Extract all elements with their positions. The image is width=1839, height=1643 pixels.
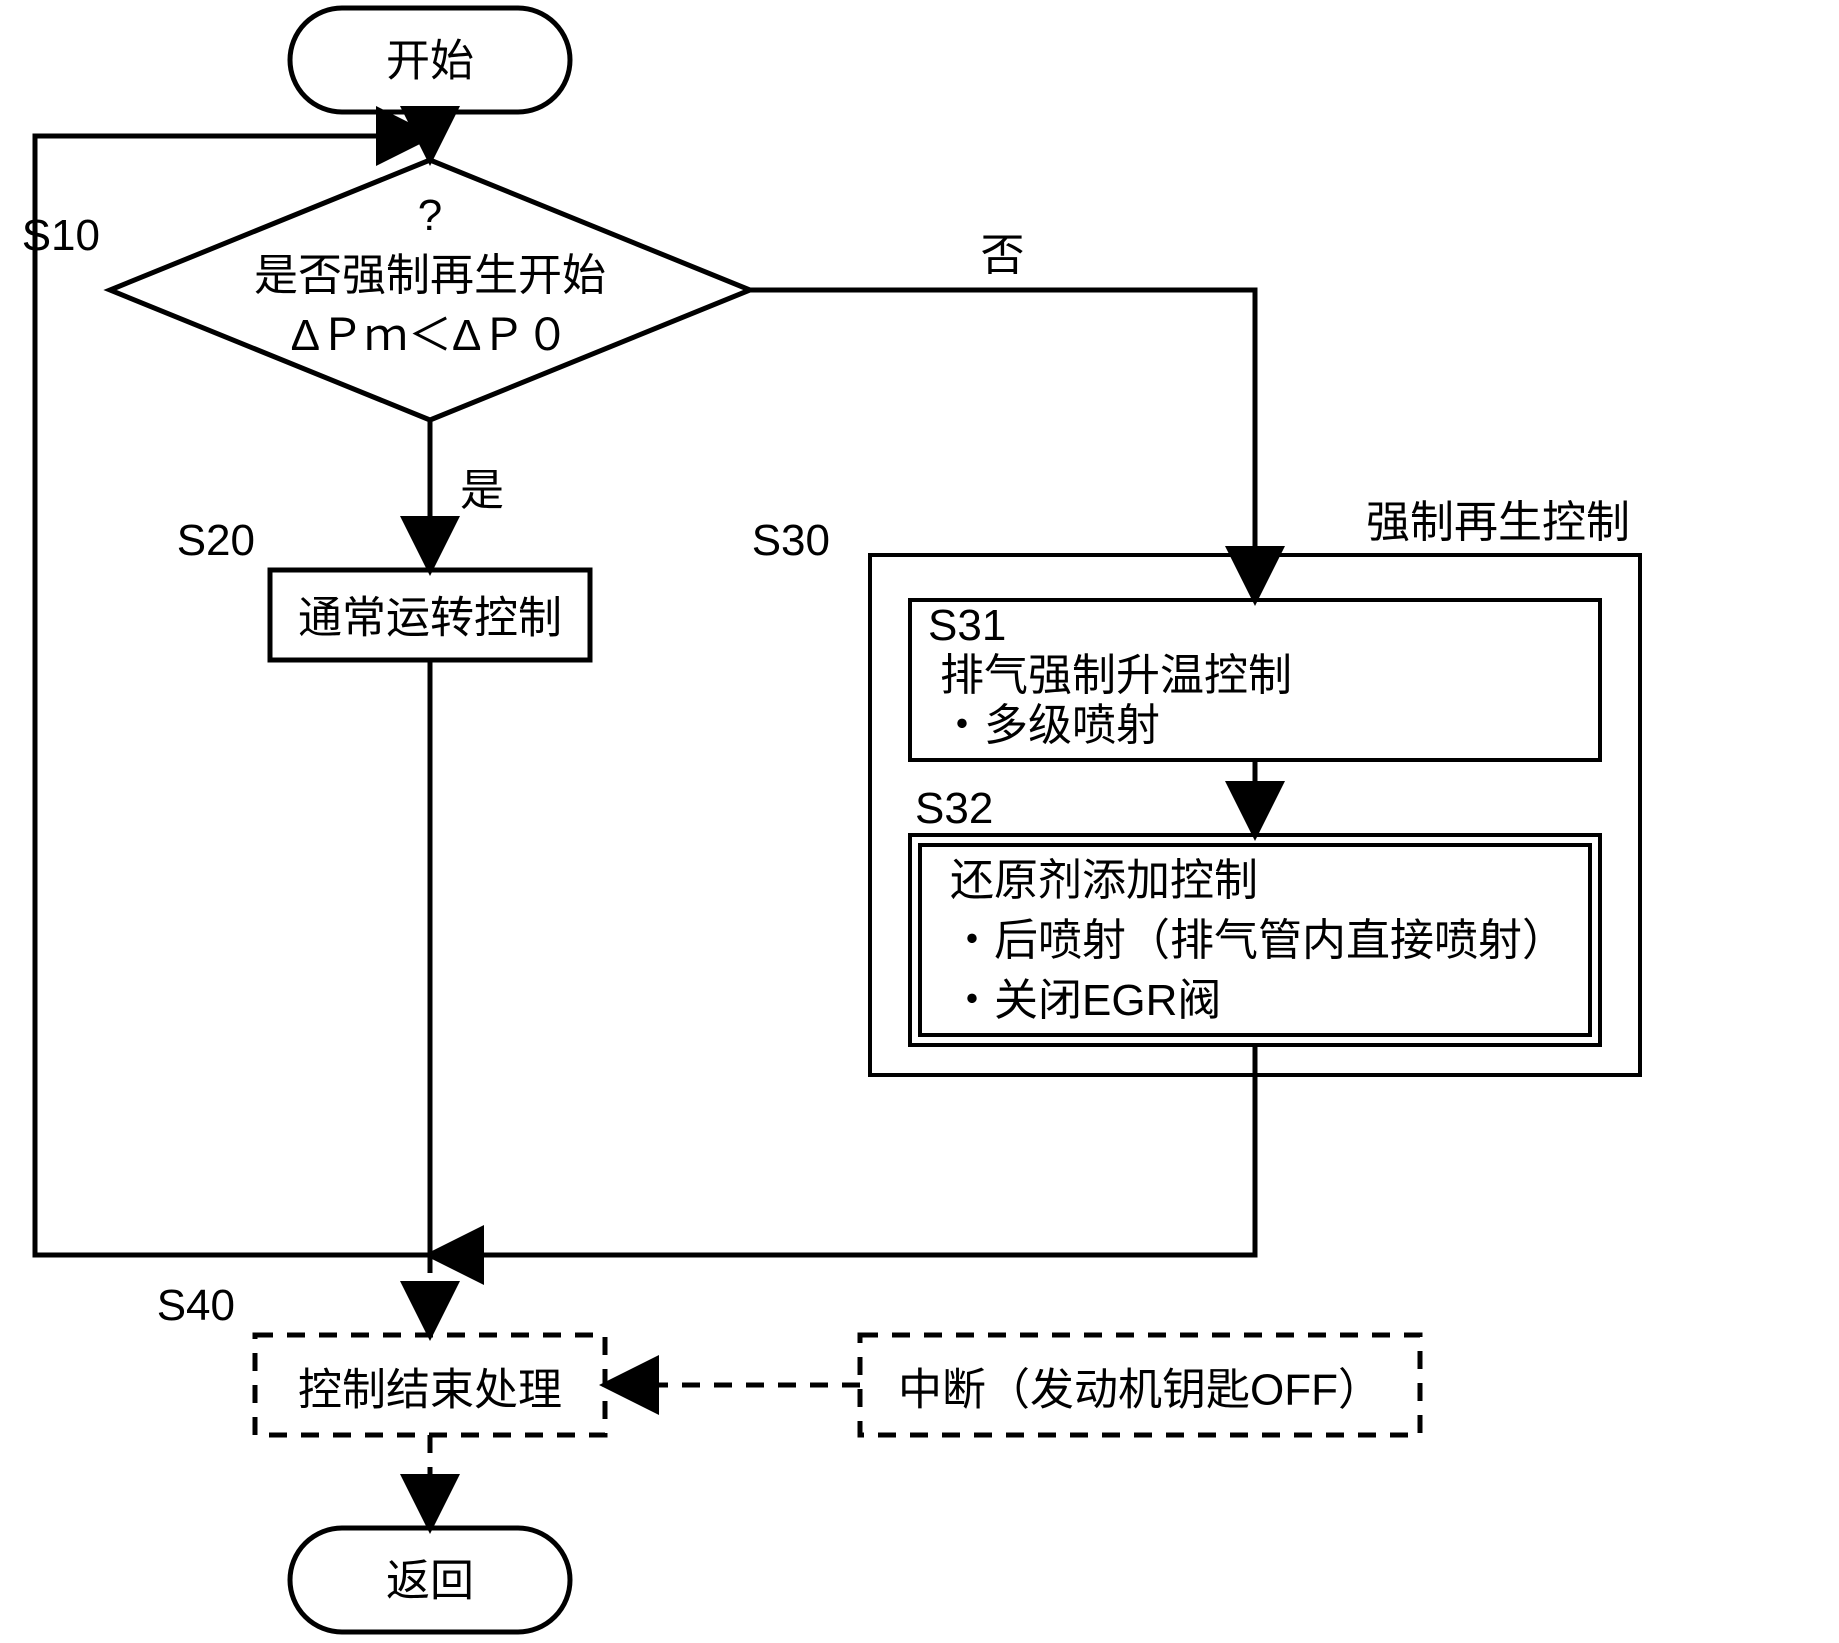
s40-step-label: S40 bbox=[157, 1281, 235, 1330]
decision-q-mark: ? bbox=[418, 191, 442, 240]
terminal-return: 返回 bbox=[290, 1528, 570, 1632]
s30-title: 强制再生控制 bbox=[1366, 498, 1630, 547]
s20-step-label: S20 bbox=[177, 516, 255, 565]
process-s20: S20 通常运转控制 bbox=[177, 516, 590, 660]
interrupt-label: 中断（发动机钥匙OFF） bbox=[898, 1366, 1382, 1415]
s32-line1: 还原剂添加控制 bbox=[950, 856, 1258, 905]
s32-step-label: S32 bbox=[915, 784, 993, 833]
s30-step-label: S30 bbox=[752, 516, 830, 565]
no-label: 否 bbox=[981, 231, 1025, 280]
s40-label: 控制结束处理 bbox=[298, 1366, 562, 1415]
s31-step-label: S31 bbox=[928, 601, 1006, 650]
process-s40: S40 控制结束处理 bbox=[157, 1281, 605, 1435]
process-s31: S31 排气强制升温控制 ・多级喷射 bbox=[910, 600, 1600, 760]
s32-line3: ・关闭EGR阀 bbox=[950, 976, 1221, 1025]
decision-text-1: 是否强制再生开始 bbox=[254, 251, 606, 300]
s31-line2: ・多级喷射 bbox=[940, 701, 1160, 750]
edge-loopback bbox=[35, 136, 430, 1255]
terminal-start: 开始 bbox=[290, 8, 570, 112]
s32-line2: ・后喷射（排气管内直接喷射） bbox=[950, 916, 1566, 965]
return-label: 返回 bbox=[386, 1557, 474, 1606]
s20-label: 通常运转控制 bbox=[298, 594, 562, 643]
start-label: 开始 bbox=[386, 37, 474, 86]
interrupt-box: 中断（发动机钥匙OFF） bbox=[860, 1335, 1420, 1435]
s31-line1: 排气强制升温控制 bbox=[940, 651, 1292, 700]
flowchart: 开始 S10 ? 是否强制再生开始 ΔＰｍ＜ΔＰ０ 是 否 S20 通常运转控制… bbox=[0, 0, 1839, 1643]
yes-label: 是 bbox=[460, 466, 504, 515]
decision-text-2: ΔＰｍ＜ΔＰ０ bbox=[291, 311, 570, 360]
decision-s10: S10 ? 是否强制再生开始 ΔＰｍ＜ΔＰ０ bbox=[22, 160, 750, 420]
